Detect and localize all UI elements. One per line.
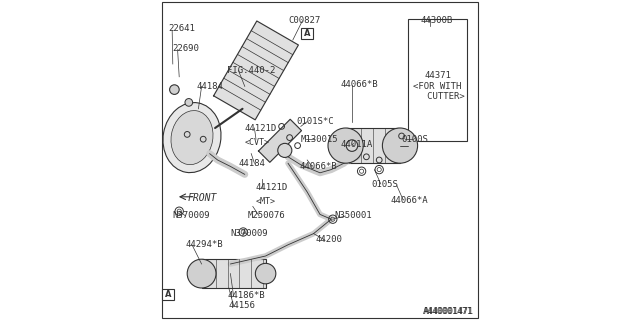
Text: M250076: M250076 [248, 212, 285, 220]
Circle shape [328, 128, 364, 163]
Text: FIG.440-2: FIG.440-2 [227, 66, 276, 75]
Text: N370009: N370009 [173, 212, 211, 220]
Polygon shape [214, 21, 298, 120]
Text: C00827: C00827 [288, 16, 320, 25]
Text: A: A [304, 29, 310, 38]
Bar [408, 19, 467, 141]
Text: 44121D: 44121D [256, 183, 288, 192]
Text: 44156: 44156 [229, 301, 255, 310]
Text: N370009: N370009 [230, 229, 268, 238]
Text: 22641: 22641 [168, 24, 195, 33]
Text: 44300B: 44300B [421, 16, 453, 25]
Circle shape [278, 143, 292, 157]
Text: 44371
<FOR WITH
   CUTTER>: 44371 <FOR WITH CUTTER> [411, 71, 465, 101]
Text: <CVT>: <CVT> [245, 138, 270, 147]
Text: FRONT: FRONT [187, 193, 216, 204]
Text: 44184: 44184 [239, 159, 265, 168]
Text: A440001471: A440001471 [424, 308, 474, 316]
Circle shape [346, 140, 358, 151]
Text: M130015: M130015 [301, 135, 339, 144]
Polygon shape [259, 119, 301, 162]
Text: N350001: N350001 [334, 212, 372, 220]
Bar [163, 289, 174, 300]
Text: 0105S: 0105S [371, 180, 398, 188]
Circle shape [185, 99, 193, 106]
Text: 0100S: 0100S [402, 135, 428, 144]
Text: 44066*B: 44066*B [340, 80, 378, 89]
Text: 44011A: 44011A [340, 140, 373, 148]
Bar [301, 28, 313, 39]
Circle shape [255, 263, 276, 284]
Circle shape [187, 259, 216, 288]
Circle shape [383, 128, 418, 163]
Text: 44184: 44184 [197, 82, 223, 91]
Ellipse shape [163, 103, 221, 172]
Text: 0101S*C: 0101S*C [296, 117, 333, 126]
Circle shape [170, 85, 179, 94]
Text: <MT>: <MT> [256, 197, 276, 206]
Text: 44066*A: 44066*A [390, 196, 428, 204]
Text: A: A [164, 290, 172, 299]
Text: 44066*B: 44066*B [300, 162, 337, 171]
Text: 44294*B: 44294*B [186, 240, 223, 249]
Text: 44200: 44200 [315, 236, 342, 244]
Text: 22690: 22690 [173, 44, 200, 52]
Text: 44186*B: 44186*B [227, 292, 265, 300]
Ellipse shape [171, 111, 213, 164]
Bar [202, 259, 266, 288]
Bar [346, 128, 400, 163]
Text: 44121D: 44121D [245, 124, 277, 132]
Text: A440001471: A440001471 [422, 307, 472, 316]
